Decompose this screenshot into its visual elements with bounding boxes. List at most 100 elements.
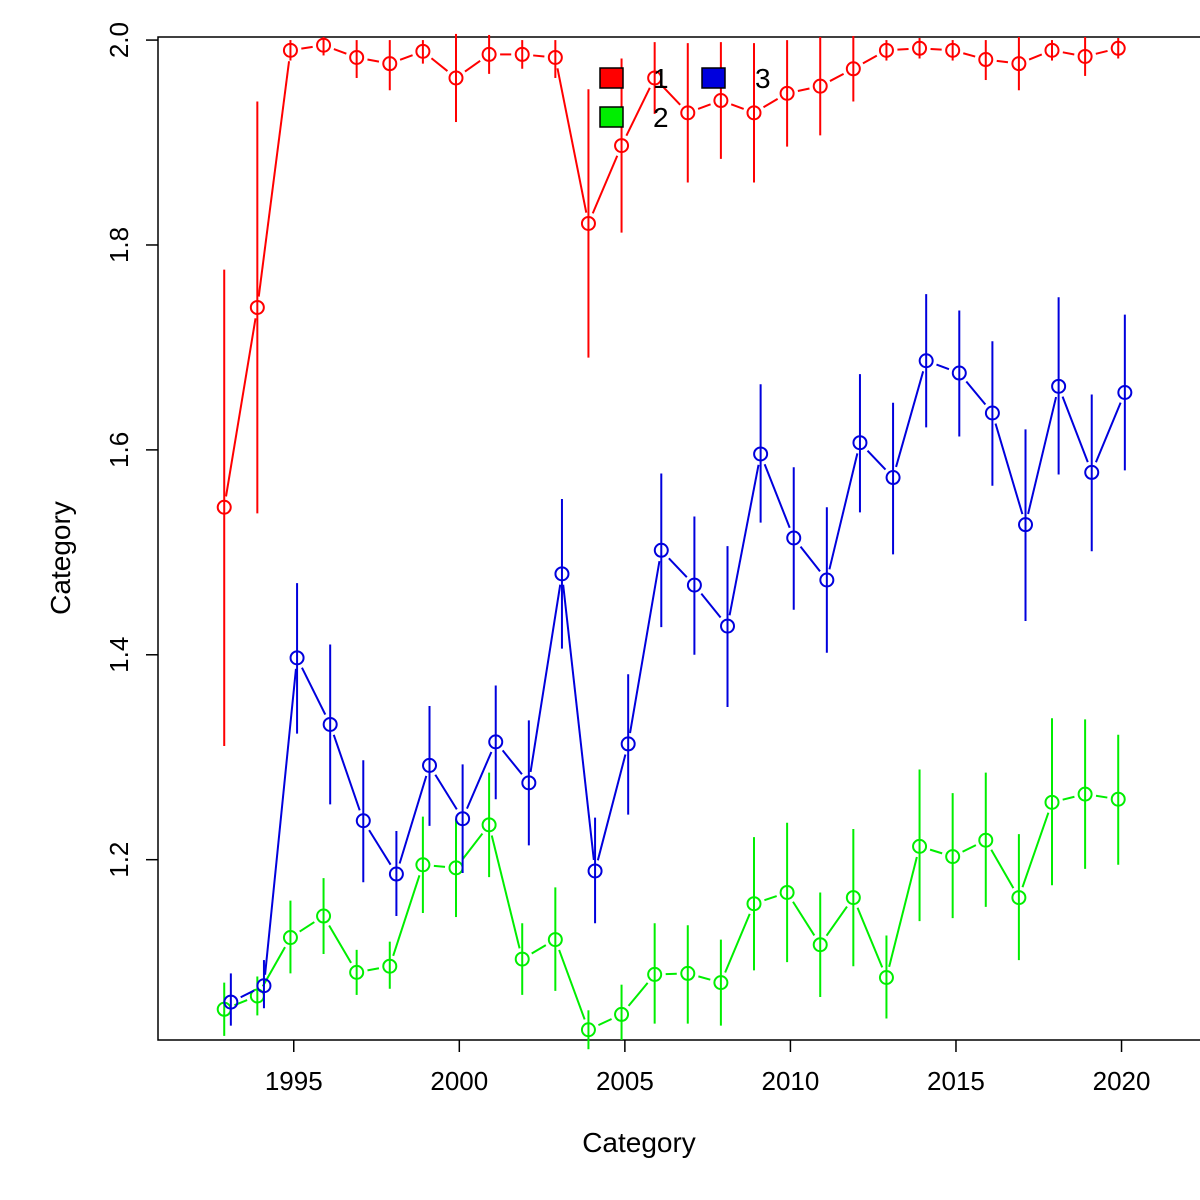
data-point (686, 577, 702, 593)
series-segment (825, 906, 848, 937)
data-point (786, 530, 802, 546)
series-segment (856, 907, 884, 968)
data-point (912, 40, 928, 56)
data-point (223, 994, 239, 1010)
legend-label-3: 3 (755, 63, 771, 94)
data-point (852, 435, 868, 451)
series-segment (1062, 51, 1075, 56)
series-segment (433, 864, 446, 868)
data-point (1077, 48, 1093, 64)
data-point (322, 716, 338, 732)
series-segment (828, 453, 859, 570)
data-point (1110, 791, 1126, 807)
series-segment (257, 61, 291, 297)
series-segment (332, 734, 361, 811)
data-point (1011, 56, 1027, 72)
legend-swatch-1 (599, 67, 624, 89)
series-segment (1062, 795, 1075, 801)
data-point (554, 566, 570, 582)
data-point (918, 353, 934, 369)
series-layer (216, 33, 1133, 1050)
data-point (819, 572, 835, 588)
series-segment (398, 775, 428, 864)
series-segment (430, 57, 449, 72)
series-segment (1027, 396, 1058, 515)
series-segment (829, 72, 845, 82)
x-tick-label: 2015 (927, 1066, 985, 1096)
series-segment (792, 901, 816, 936)
data-point (580, 1022, 596, 1038)
data-point (316, 908, 332, 924)
series-segment (301, 667, 327, 716)
data-point (349, 964, 365, 980)
series-segment (529, 584, 562, 773)
series-segment (591, 155, 619, 214)
series-segment (895, 371, 925, 468)
series-segment (1095, 49, 1108, 55)
series-segment (799, 546, 821, 572)
legend-label-2: 2 (653, 102, 669, 133)
data-point (382, 56, 398, 72)
series-segment (697, 103, 711, 110)
series-segment (764, 895, 778, 902)
series-segment (596, 754, 627, 861)
data-point (388, 866, 404, 882)
plot-frame (157, 36, 1200, 1041)
data-point (349, 49, 365, 65)
series-segment (301, 45, 313, 50)
data-point (614, 1006, 630, 1022)
data-point (885, 470, 901, 486)
legend-swatch-3 (701, 67, 726, 89)
data-point (845, 890, 861, 906)
data-point (746, 896, 762, 912)
data-point (580, 215, 596, 231)
data-point (455, 811, 471, 827)
series-segment (368, 829, 392, 866)
series-segment (464, 59, 481, 73)
data-point (1110, 40, 1126, 56)
legend-swatch-2 (599, 106, 624, 128)
data-point (845, 61, 861, 77)
series-segment (990, 849, 1015, 889)
series-segment (1095, 402, 1122, 463)
series-segment (1061, 396, 1089, 463)
data-point (680, 965, 696, 981)
data-point (415, 857, 431, 873)
series-segment (240, 989, 255, 999)
series-segment (661, 85, 681, 106)
data-point (912, 838, 928, 854)
data-point (382, 958, 398, 974)
series-segment (461, 832, 484, 860)
series-segment (668, 557, 688, 578)
series-segment (930, 47, 942, 51)
series-segment (700, 593, 722, 619)
data-point (878, 42, 894, 58)
series-1 (216, 33, 1126, 746)
data-point (713, 975, 729, 991)
series-2 (216, 718, 1126, 1050)
data-point (614, 138, 630, 154)
series-segment (490, 835, 521, 949)
data-point (951, 365, 967, 381)
data-point (945, 42, 961, 58)
x-axis-label: Category (582, 1127, 696, 1158)
y-tick-label: 1.6 (104, 432, 134, 468)
series-segment (762, 98, 779, 109)
legend-label-1: 1 (653, 63, 669, 94)
series-segment (888, 856, 918, 968)
data-point (481, 817, 497, 833)
data-point (249, 299, 265, 315)
data-point (1011, 890, 1027, 906)
series-segment (1028, 53, 1043, 61)
series-segment (225, 318, 257, 497)
data-point (422, 757, 438, 773)
series-segment (629, 560, 661, 734)
series-segment (501, 749, 523, 775)
series-segment (1095, 794, 1108, 799)
data-point (514, 46, 530, 62)
data-point (547, 932, 563, 948)
data-point (647, 70, 663, 86)
x-tick-label: 2005 (596, 1066, 654, 1096)
series-segment (531, 944, 547, 955)
data-point (720, 618, 736, 634)
